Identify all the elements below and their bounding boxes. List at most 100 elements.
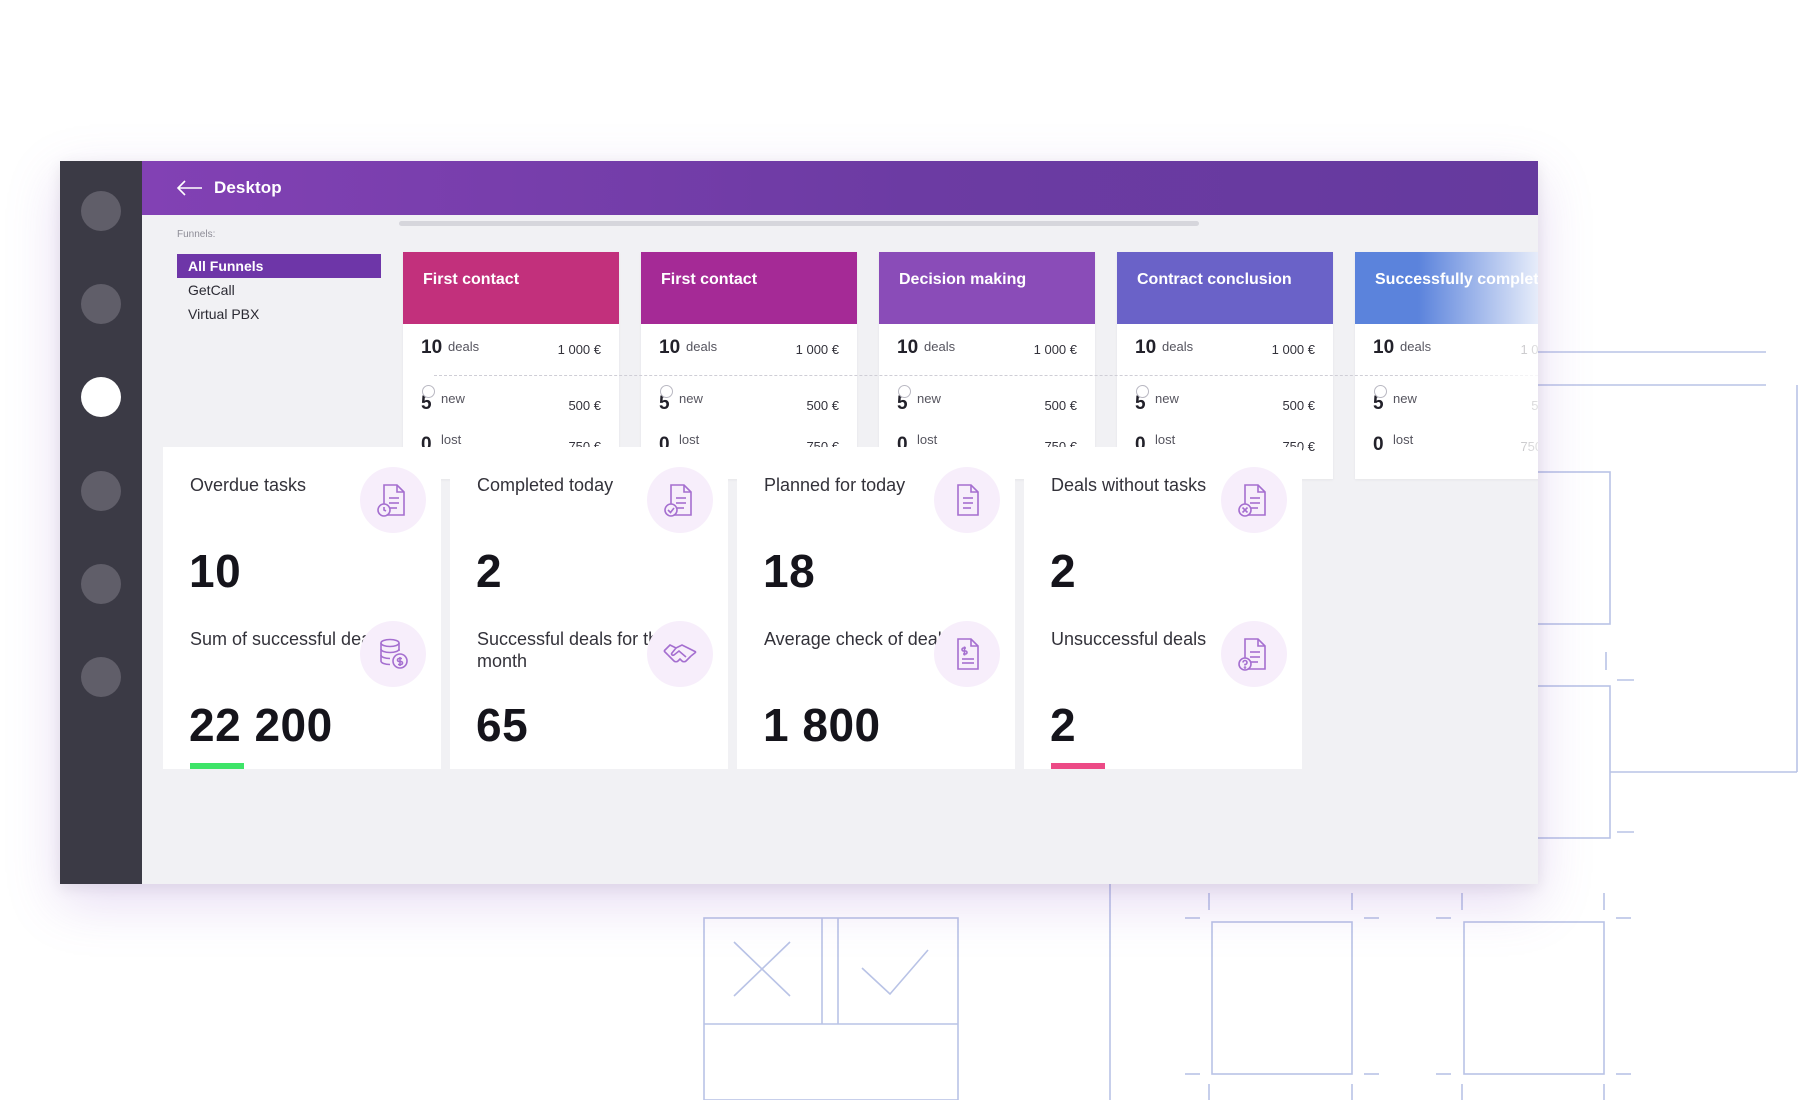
nav-item-5[interactable] — [81, 564, 121, 604]
unsuccessful-deals-icon — [1221, 621, 1287, 687]
arrow-left-icon[interactable] — [176, 178, 204, 198]
stage-title: First contact — [641, 252, 857, 324]
kpi-card[interactable]: Sum of successful deals 22 200 — [163, 601, 441, 769]
new-row: 5 new 500 € — [659, 391, 839, 417]
stage-timeline — [434, 375, 1538, 376]
new-amount: 500 € — [568, 398, 601, 413]
kpi-value: 2 — [1050, 545, 1077, 597]
funnel-list: All Funnels GetCall Virtual PBX — [177, 254, 381, 326]
nav-item-2[interactable] — [81, 284, 121, 324]
funnel-item-all[interactable]: All Funnels — [177, 254, 381, 278]
stage-title: First contact — [403, 252, 619, 324]
horizontal-scrollbar[interactable] — [399, 221, 1199, 226]
stage-card[interactable]: Successfully complete 10 deals 1 000 5 new 500… — [1355, 252, 1538, 479]
new-amount: 500 € — [806, 398, 839, 413]
deals-count: 10 — [1135, 337, 1157, 358]
lost-count: 0 — [1135, 434, 1146, 455]
stage-title: Successfully complete — [1355, 252, 1538, 324]
page-title: Desktop — [214, 178, 282, 197]
deals-row: 10 deals 1 000 € — [897, 335, 1077, 361]
kpi-card[interactable]: Unsuccessful deals 2 — [1024, 601, 1302, 769]
deals-label: deals — [924, 339, 956, 354]
stage-marker-icon — [422, 385, 435, 398]
kpi-value: 1 800 — [763, 699, 881, 751]
kpi-card[interactable]: Planned for today 18 — [737, 447, 1015, 615]
lost-count: 0 — [897, 434, 908, 455]
nav-item-3[interactable] — [81, 377, 121, 417]
deals-count: 10 — [897, 337, 919, 358]
nav-item-6[interactable] — [81, 657, 121, 697]
new-count: 5 — [659, 393, 670, 414]
kpi-label: Planned for today — [764, 475, 906, 495]
new-label: new — [679, 391, 703, 406]
kpi-label: Unsuccessful deals — [1051, 629, 1207, 649]
kpi-label: Successful deals for this month — [477, 629, 672, 671]
new-row: 5 new 500 € — [421, 391, 601, 417]
invoice-icon — [934, 621, 1000, 687]
deals-label: deals — [1400, 339, 1432, 354]
new-count: 5 — [897, 393, 908, 414]
new-row: 5 new 500 — [1373, 391, 1538, 417]
lost-row: 0 lost 750 € — [1373, 432, 1538, 458]
new-label: new — [1393, 391, 1417, 406]
new-count: 5 — [1373, 393, 1384, 414]
app-window: Desktop Funnels: All Funnels GetCall Vir… — [60, 161, 1538, 884]
lost-label: lost — [441, 432, 462, 447]
nav-item-4[interactable] — [81, 471, 121, 511]
deals-row: 10 deals 1 000 — [1373, 335, 1538, 361]
deals-amount: 1 000 € — [1033, 342, 1077, 357]
deals-amount: 1 000 — [1520, 342, 1538, 357]
lost-amount: 750 € — [1520, 439, 1538, 454]
stage-marker-icon — [1374, 385, 1387, 398]
deals-without-tasks-icon — [1221, 467, 1287, 533]
stage-title: Decision making — [879, 252, 1095, 324]
lost-label: lost — [1155, 432, 1176, 447]
deals-row: 10 deals 1 000 € — [1135, 335, 1315, 361]
new-amount: 500 — [1531, 398, 1538, 413]
stage-card[interactable]: Contract conclusion 10 deals 1 000 € 5 new 500… — [1117, 252, 1333, 479]
stage-card[interactable]: First contact 10 deals 1 000 € 5 new 500 € 0 los… — [403, 252, 619, 479]
sidebar — [60, 161, 142, 884]
kpi-value: 65 — [476, 699, 529, 751]
planned-tasks-icon — [934, 467, 1000, 533]
stage-card[interactable]: First contact 10 deals 1 000 € 5 new 500 € 0 los… — [641, 252, 857, 479]
lost-count: 0 — [659, 434, 670, 455]
kpi-label: Sum of successful deals — [190, 629, 385, 649]
kpi-card[interactable]: Successful deals for this month 65 — [450, 601, 728, 769]
stage-marker-icon — [898, 385, 911, 398]
kpi-value: 10 — [189, 545, 242, 597]
handshake-icon — [647, 621, 713, 687]
deals-count: 10 — [421, 337, 443, 358]
funnel-item-getcall[interactable]: GetCall — [188, 282, 235, 298]
new-label: new — [441, 391, 465, 406]
funnel-item-virtual-pbx[interactable]: Virtual PBX — [188, 306, 260, 322]
deals-count: 10 — [1373, 337, 1395, 358]
deals-amount: 1 000 € — [795, 342, 839, 357]
kpi-card[interactable]: Completed today 2 — [450, 447, 728, 615]
kpi-indicator-bar — [1051, 763, 1105, 769]
kpi-label: Overdue tasks — [190, 475, 307, 495]
lost-label: lost — [1393, 432, 1414, 447]
kpi-value: 22 200 — [189, 699, 333, 751]
lost-label: lost — [917, 432, 938, 447]
lost-count: 0 — [1373, 434, 1384, 455]
deals-label: deals — [1162, 339, 1194, 354]
kpi-card[interactable]: Deals without tasks 2 — [1024, 447, 1302, 615]
overdue-tasks-icon — [360, 467, 426, 533]
new-label: new — [1155, 391, 1179, 406]
new-count: 5 — [421, 393, 432, 414]
kpi-value: 2 — [1050, 699, 1077, 751]
kpi-label: Completed today — [477, 475, 614, 495]
nav-item-1[interactable] — [81, 191, 121, 231]
stage-marker-icon — [1136, 385, 1149, 398]
new-row: 5 new 500 € — [897, 391, 1077, 417]
deals-row: 10 deals 1 000 € — [659, 335, 839, 361]
deals-label: deals — [448, 339, 480, 354]
stage-card[interactable]: Decision making 10 deals 1 000 € 5 new 500 € 0 l… — [879, 252, 1095, 479]
kpi-indicator-bar — [190, 763, 244, 769]
new-count: 5 — [1135, 393, 1146, 414]
kpi-value: 18 — [763, 545, 816, 597]
kpi-card[interactable]: Average check of deals 1 800 — [737, 601, 1015, 769]
deals-row: 10 deals 1 000 € — [421, 335, 601, 361]
kpi-card[interactable]: Overdue tasks 10 — [163, 447, 441, 615]
